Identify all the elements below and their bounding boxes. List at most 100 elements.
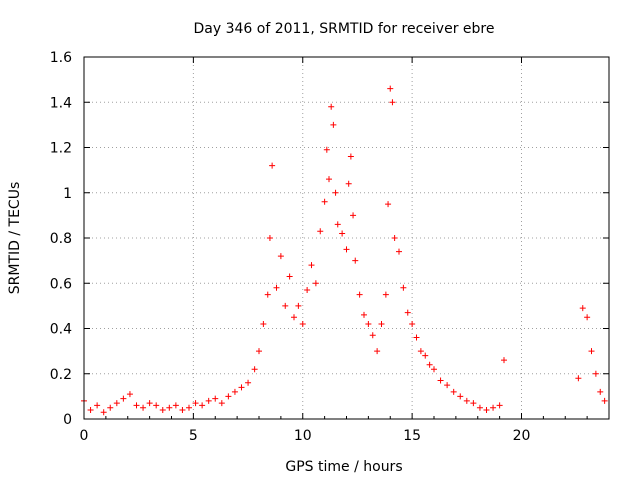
data-point bbox=[345, 180, 352, 187]
data-point bbox=[396, 248, 402, 255]
data-point bbox=[400, 284, 407, 291]
data-point bbox=[332, 189, 339, 196]
data-point bbox=[365, 320, 372, 327]
grid-lines bbox=[84, 57, 609, 419]
data-point bbox=[238, 384, 245, 391]
y-tick-label: 1.6 bbox=[50, 50, 72, 66]
data-point bbox=[266, 235, 273, 241]
y-tick-label: 1.2 bbox=[50, 141, 72, 157]
data-point bbox=[299, 320, 306, 327]
data-point bbox=[350, 212, 357, 219]
data-point bbox=[339, 230, 346, 237]
data-point bbox=[231, 388, 238, 395]
data-point bbox=[153, 402, 160, 409]
data-point bbox=[575, 375, 582, 382]
data-point bbox=[470, 400, 477, 407]
data-point bbox=[426, 361, 433, 368]
y-axis-ticks: 0 0.2 0.4 0.6 0.8 1 1.2 1.4 1.6 bbox=[50, 50, 609, 428]
data-point bbox=[597, 388, 604, 395]
data-point bbox=[579, 305, 586, 312]
data-point bbox=[330, 121, 337, 128]
data-point bbox=[126, 391, 133, 398]
data-point bbox=[501, 357, 507, 364]
data-point bbox=[251, 366, 258, 373]
data-point bbox=[308, 262, 315, 269]
data-point bbox=[317, 228, 324, 235]
data-point bbox=[172, 402, 179, 409]
x-tick-label: 5 bbox=[189, 428, 198, 444]
data-point bbox=[218, 400, 225, 407]
data-point bbox=[120, 395, 127, 402]
data-point bbox=[107, 404, 114, 411]
data-point bbox=[94, 402, 101, 409]
data-point bbox=[199, 402, 206, 409]
data-point bbox=[592, 370, 599, 377]
y-axis-title: SRMTID / TECUs bbox=[7, 182, 23, 295]
data-point bbox=[87, 406, 94, 413]
data-point bbox=[343, 246, 350, 253]
data-point bbox=[225, 393, 232, 400]
data-point bbox=[321, 198, 328, 205]
y-tick-label: 0 bbox=[63, 412, 72, 428]
data-point bbox=[404, 309, 411, 316]
data-point bbox=[385, 201, 392, 208]
data-point bbox=[273, 284, 280, 291]
data-point bbox=[282, 302, 289, 309]
data-point bbox=[186, 404, 192, 411]
data-point bbox=[437, 377, 444, 384]
data-point bbox=[304, 287, 311, 294]
data-point bbox=[463, 397, 470, 404]
data-point bbox=[146, 400, 153, 407]
data-points bbox=[81, 85, 608, 416]
y-tick-label: 1.4 bbox=[50, 95, 72, 111]
data-point bbox=[179, 406, 186, 413]
data-point bbox=[389, 99, 396, 106]
data-point bbox=[413, 334, 420, 341]
data-point bbox=[588, 348, 595, 355]
data-point bbox=[256, 348, 262, 355]
data-point bbox=[328, 103, 335, 110]
x-tick-label: 10 bbox=[294, 428, 312, 444]
data-point bbox=[417, 348, 424, 355]
data-point bbox=[312, 280, 319, 287]
data-point bbox=[323, 146, 330, 153]
data-point bbox=[166, 404, 173, 411]
data-point bbox=[409, 320, 416, 327]
y-tick-label: 0.8 bbox=[50, 231, 72, 247]
x-tick-label: 0 bbox=[80, 428, 89, 444]
data-point bbox=[601, 397, 608, 404]
data-point bbox=[476, 404, 483, 411]
data-point bbox=[295, 302, 302, 309]
plot-frame bbox=[83, 56, 610, 420]
data-point bbox=[584, 314, 591, 321]
x-tick-label: 15 bbox=[403, 428, 421, 444]
data-point bbox=[113, 400, 120, 407]
data-point bbox=[352, 257, 359, 264]
data-point bbox=[361, 311, 367, 318]
chart-title: Day 346 of 2011, SRMTID for receiver ebr… bbox=[194, 21, 495, 37]
data-point bbox=[378, 320, 385, 327]
data-point bbox=[245, 379, 252, 386]
data-point bbox=[260, 320, 267, 327]
data-point bbox=[347, 153, 354, 160]
data-point bbox=[483, 406, 490, 413]
data-point bbox=[450, 388, 457, 395]
data-point bbox=[192, 400, 199, 407]
data-point bbox=[431, 366, 437, 373]
data-point bbox=[382, 291, 389, 298]
data-point bbox=[269, 162, 276, 169]
y-tick-label: 1 bbox=[63, 186, 72, 202]
data-point bbox=[277, 253, 284, 260]
data-point bbox=[133, 402, 140, 409]
data-point bbox=[264, 291, 271, 298]
data-point bbox=[326, 176, 332, 183]
data-point bbox=[212, 395, 219, 402]
data-point bbox=[374, 348, 381, 355]
data-point bbox=[490, 404, 497, 411]
data-point bbox=[422, 352, 429, 359]
data-point bbox=[286, 273, 293, 280]
data-point bbox=[369, 332, 376, 339]
y-tick-label: 0.4 bbox=[50, 322, 72, 338]
x-axis-ticks: 0 5 10 15 20 bbox=[80, 57, 588, 444]
